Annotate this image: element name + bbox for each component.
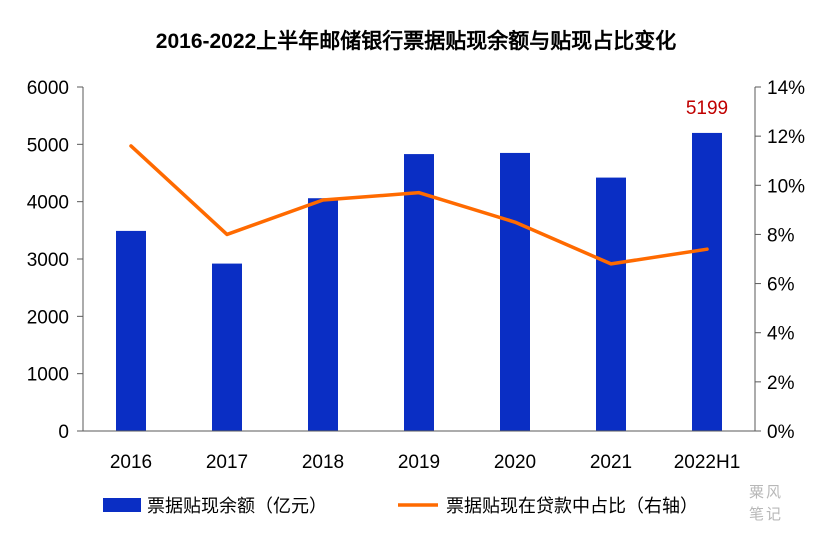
right-tick-label: 0% (767, 422, 795, 443)
x-tick-label: 2019 (398, 452, 440, 473)
data-label-annotation: 5199 (686, 98, 728, 119)
bar (116, 230, 146, 431)
x-tick-label: 2020 (494, 452, 536, 473)
legend-label-line: 票据贴现在贷款中占比（右轴） (446, 496, 698, 516)
left-tick-label: 3000 (27, 250, 69, 271)
watermark-line-1: 粟风 (748, 483, 783, 501)
x-tick-label: 2016 (110, 452, 152, 473)
left-tick-label: 5000 (27, 135, 69, 156)
bar (500, 152, 530, 431)
bar (308, 198, 338, 431)
legend-swatch-bar (103, 498, 141, 512)
bar (404, 154, 434, 431)
right-tick-label: 12% (767, 127, 805, 148)
right-tick-label: 6% (767, 275, 795, 296)
left-tick-label: 2000 (27, 307, 69, 328)
right-tick-label: 14% (767, 78, 805, 99)
legend-label-bar: 票据贴现余额（亿元） (147, 496, 327, 516)
left-tick-label: 6000 (27, 78, 69, 99)
chart-title: 2016-2022上半年邮储银行票据贴现余额与贴现占比变化 (156, 29, 676, 53)
x-tick-label: 2017 (206, 452, 248, 473)
x-tick-label: 2022H1 (674, 452, 741, 473)
watermark-line-2: 笔记 (748, 505, 783, 523)
bar (212, 263, 242, 431)
bar (596, 177, 626, 431)
left-tick-label: 1000 (27, 365, 69, 386)
right-tick-label: 10% (767, 176, 805, 197)
watermark: 粟风 笔记 (740, 481, 792, 525)
bar (692, 132, 722, 431)
left-tick-label: 4000 (27, 193, 69, 214)
right-tick-label: 2% (767, 373, 795, 394)
x-tick-label: 2018 (302, 452, 344, 473)
x-tick-label: 2021 (590, 452, 632, 473)
right-tick-label: 4% (767, 324, 795, 345)
right-tick-label: 8% (767, 225, 795, 246)
left-tick-label: 0 (58, 422, 69, 443)
